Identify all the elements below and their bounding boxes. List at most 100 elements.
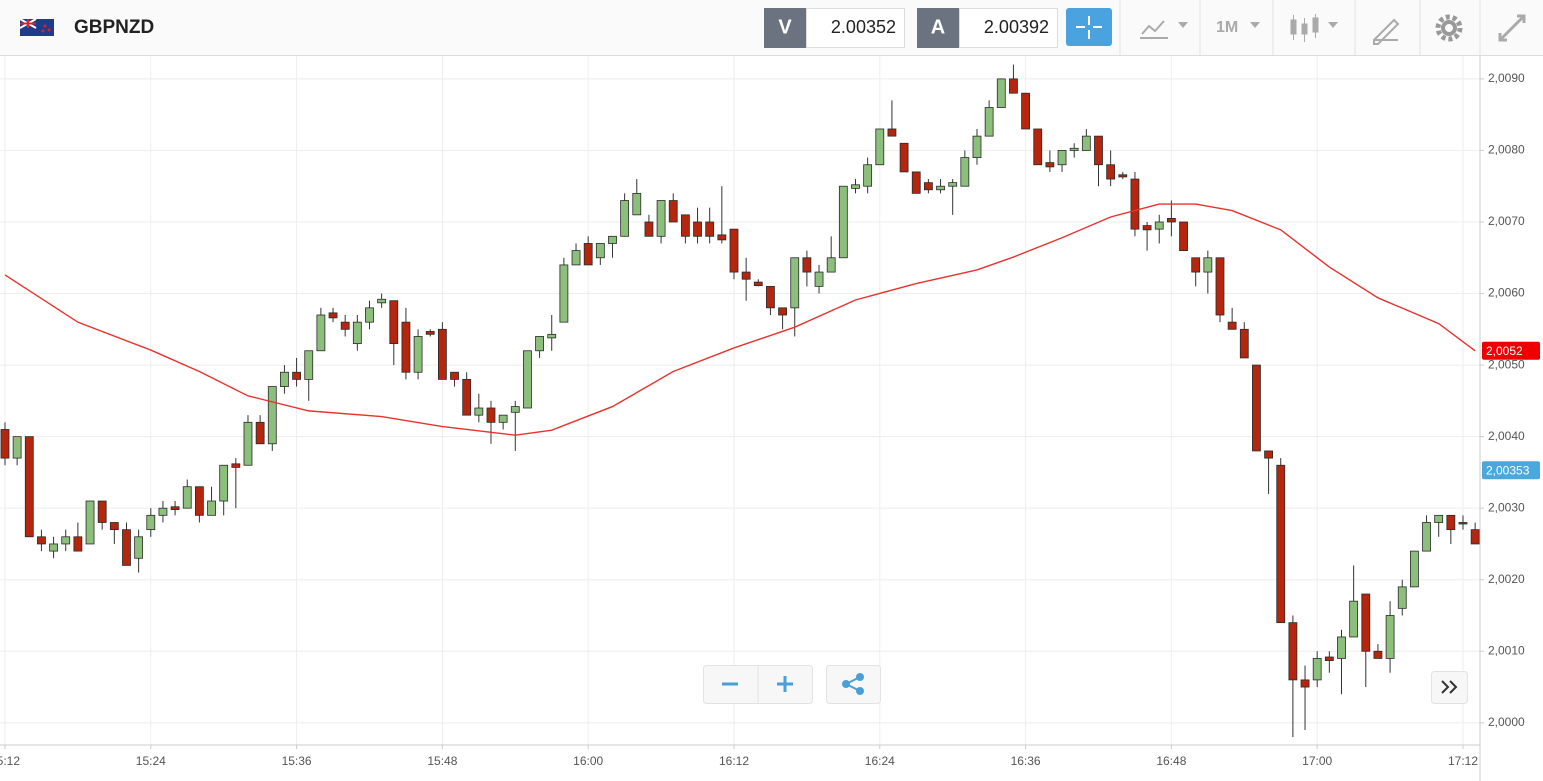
candle-body [1446, 514, 1456, 531]
ask-label: A [931, 16, 945, 38]
candle-style-button[interactable] [1290, 14, 1338, 42]
candle-body [838, 185, 848, 259]
candle-body [583, 243, 593, 266]
candle-body [705, 221, 715, 237]
settings-button[interactable] [1435, 14, 1463, 42]
y-tick-label: 2,0040 [1488, 429, 1525, 443]
zoom-in[interactable] [777, 676, 793, 692]
candle-body [85, 500, 95, 545]
fullscreen-button[interactable] [1498, 14, 1526, 42]
y-tick-label: 2,0030 [1488, 500, 1525, 514]
candle-body [97, 500, 107, 523]
candle-body [1470, 529, 1480, 545]
flag [19, 18, 54, 36]
y-tick-label: 2,0060 [1488, 286, 1525, 300]
candle-body [1191, 257, 1201, 273]
candle-body [1081, 135, 1091, 151]
bid-price: 2.00352 [831, 17, 896, 37]
x-tick-label: 15:48 [427, 754, 457, 768]
candle-body [1276, 464, 1286, 624]
x-tick-label: 16:12 [719, 754, 749, 768]
candle-body [401, 321, 411, 373]
timeframe[interactable]: 1M [1216, 19, 1238, 36]
x-tick-label: 15:24 [136, 754, 166, 768]
drawing-tools-button[interactable] [1373, 18, 1400, 45]
candle-body [170, 506, 180, 511]
candle-body [122, 529, 131, 566]
share-button[interactable] [826, 665, 881, 704]
y-tick-label: 2,0000 [1488, 715, 1525, 729]
candle-body [413, 336, 423, 373]
candle-body [1312, 658, 1322, 681]
y-tick-label: 2,0090 [1488, 71, 1525, 85]
ask-badge [917, 8, 959, 48]
candle-body [73, 536, 83, 552]
candle-body [984, 107, 994, 137]
x-tick-label: 17:00 [1302, 754, 1332, 768]
candle-body [1009, 78, 1018, 94]
candle-body [340, 321, 350, 330]
candle-body [1106, 164, 1116, 180]
crosshair-button[interactable] [1066, 8, 1112, 46]
candle-body [474, 407, 484, 416]
scroll-to-end-button[interactable] [1431, 671, 1468, 704]
candle-body [146, 514, 156, 531]
candle-body [923, 182, 933, 191]
candle-body [972, 135, 982, 158]
candle-body [37, 536, 46, 545]
candle-body [1057, 150, 1067, 166]
price-tag-label: 2,0052 [1486, 344, 1523, 358]
x-tick-label: 16:36 [1011, 754, 1041, 768]
candle-body [1434, 514, 1444, 523]
candle-body [1239, 328, 1249, 359]
candle-body [887, 128, 897, 137]
candle-body [134, 536, 144, 559]
price-tag-label: 2,00353 [1486, 463, 1530, 477]
candle-body [644, 221, 654, 237]
x-tick-label: 16:00 [573, 754, 603, 768]
timeframe-button[interactable]: 1M [1216, 19, 1260, 36]
candle-body [620, 200, 630, 237]
y-tick-label: 2,0070 [1488, 214, 1525, 228]
candle-body [717, 234, 727, 241]
candle-body [778, 307, 787, 316]
candle-body [851, 184, 860, 189]
candle-body [255, 421, 265, 445]
ask-box [959, 8, 1058, 48]
candle-body [996, 78, 1006, 108]
candle-body [547, 333, 557, 339]
bid-box [806, 8, 905, 48]
candle-body [899, 142, 909, 173]
candle-body [1252, 364, 1261, 452]
candle-body [559, 264, 569, 323]
candle-body [1045, 162, 1055, 168]
candle-body [535, 336, 544, 352]
chart-type-button[interactable] [1140, 20, 1188, 39]
moving-average-line [4, 203, 1476, 436]
candle-body [219, 464, 229, 502]
y-tick-label: 2,0080 [1488, 143, 1525, 157]
candle-body [1288, 622, 1298, 681]
candle-body [486, 407, 496, 423]
candle-body [523, 350, 532, 409]
candle-body [365, 307, 374, 323]
y-tick-label: 2,0050 [1488, 357, 1525, 371]
candle-body [1349, 600, 1359, 638]
candle-body [24, 436, 34, 538]
symbol: GBPNZD [74, 17, 154, 38]
candle-body [389, 300, 399, 345]
candle-body [1397, 586, 1407, 609]
x-tick-label: 15:36 [282, 754, 312, 768]
candle-body [1373, 650, 1383, 659]
candle-body [936, 185, 945, 191]
candle-body [1215, 257, 1225, 316]
candle-body [693, 221, 702, 237]
x-tick-label: 16:48 [1156, 754, 1186, 768]
y-tick-label: 2,0010 [1488, 643, 1525, 657]
candle-body [1166, 218, 1176, 223]
candle-body [304, 350, 314, 380]
candle-body [595, 243, 605, 259]
candle-body [425, 331, 435, 335]
candle-body [1142, 225, 1152, 231]
